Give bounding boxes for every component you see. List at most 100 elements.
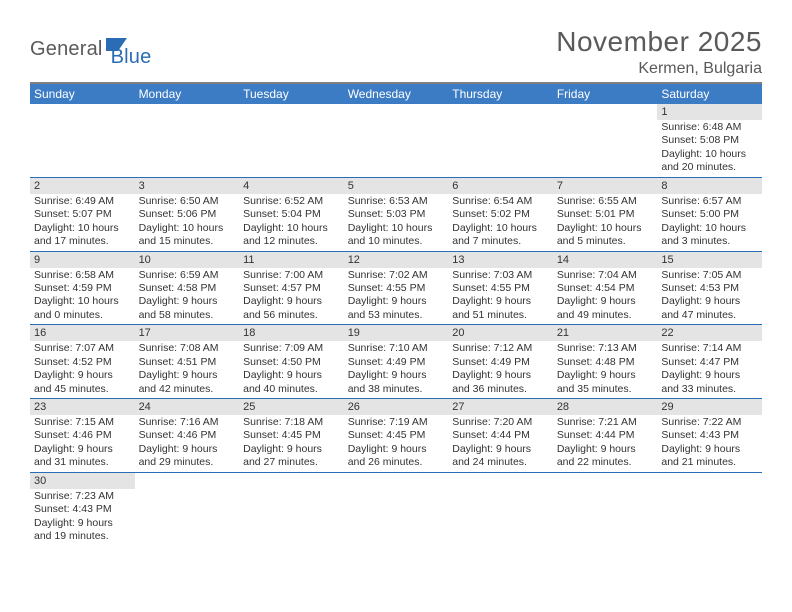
page-title: November 2025	[556, 26, 762, 58]
cell-line: and 58 minutes.	[139, 309, 236, 322]
cell-line: Sunrise: 6:58 AM	[34, 269, 131, 282]
cell-line: and 27 minutes.	[243, 456, 340, 469]
cell-line: Daylight: 10 hours	[452, 222, 549, 235]
calendar-cell: 9Sunrise: 6:58 AMSunset: 4:59 PMDaylight…	[30, 251, 135, 325]
cell-line: and 38 minutes.	[348, 383, 445, 396]
cell-line: Daylight: 9 hours	[661, 443, 758, 456]
cell-line: Sunrise: 6:48 AM	[661, 121, 758, 134]
cell-line: Sunrise: 7:19 AM	[348, 416, 445, 429]
day-number	[553, 473, 658, 488]
cell-line: Daylight: 9 hours	[661, 369, 758, 382]
day-number: 17	[135, 325, 240, 341]
cell-line: Sunrise: 7:08 AM	[139, 342, 236, 355]
cell-line: Sunset: 4:46 PM	[139, 429, 236, 442]
cell-line: Sunset: 4:54 PM	[557, 282, 654, 295]
cell-line: Daylight: 9 hours	[452, 443, 549, 456]
cell-line: Daylight: 10 hours	[243, 222, 340, 235]
cell-body: Sunrise: 7:03 AMSunset: 4:55 PMDaylight:…	[448, 268, 553, 325]
cell-body: Sunrise: 6:49 AMSunset: 5:07 PMDaylight:…	[30, 194, 135, 251]
calendar-cell: 16Sunrise: 7:07 AMSunset: 4:52 PMDayligh…	[30, 325, 135, 399]
day-number: 27	[448, 399, 553, 415]
cell-body	[239, 119, 344, 173]
calendar-cell	[448, 472, 553, 545]
calendar-cell: 4Sunrise: 6:52 AMSunset: 5:04 PMDaylight…	[239, 177, 344, 251]
cell-line: and 5 minutes.	[557, 235, 654, 248]
cell-line: and 53 minutes.	[348, 309, 445, 322]
cell-body	[448, 488, 553, 542]
calendar-row: 16Sunrise: 7:07 AMSunset: 4:52 PMDayligh…	[30, 325, 762, 399]
cell-line: and 7 minutes.	[452, 235, 549, 248]
cell-line: Sunset: 4:49 PM	[348, 356, 445, 369]
calendar-cell: 17Sunrise: 7:08 AMSunset: 4:51 PMDayligh…	[135, 325, 240, 399]
calendar-cell: 8Sunrise: 6:57 AMSunset: 5:00 PMDaylight…	[657, 177, 762, 251]
calendar-cell: 3Sunrise: 6:50 AMSunset: 5:06 PMDaylight…	[135, 177, 240, 251]
calendar-cell: 11Sunrise: 7:00 AMSunset: 4:57 PMDayligh…	[239, 251, 344, 325]
cell-line: and 51 minutes.	[452, 309, 549, 322]
day-number: 28	[553, 399, 658, 415]
calendar-cell	[448, 104, 553, 177]
calendar-cell: 27Sunrise: 7:20 AMSunset: 4:44 PMDayligh…	[448, 399, 553, 473]
header: General Blue November 2025 Kermen, Bulga…	[30, 26, 762, 78]
cell-body: Sunrise: 7:12 AMSunset: 4:49 PMDaylight:…	[448, 341, 553, 398]
cell-body: Sunrise: 7:05 AMSunset: 4:53 PMDaylight:…	[657, 268, 762, 325]
day-number	[239, 473, 344, 488]
day-number: 25	[239, 399, 344, 415]
calendar-cell: 20Sunrise: 7:12 AMSunset: 4:49 PMDayligh…	[448, 325, 553, 399]
cell-line: Sunrise: 6:53 AM	[348, 195, 445, 208]
cell-line: Daylight: 10 hours	[34, 295, 131, 308]
cell-line: Sunrise: 7:02 AM	[348, 269, 445, 282]
cell-line: Daylight: 9 hours	[348, 295, 445, 308]
cell-line: Daylight: 9 hours	[452, 369, 549, 382]
cell-line: Sunset: 4:50 PM	[243, 356, 340, 369]
cell-line: Sunset: 5:02 PM	[452, 208, 549, 221]
cell-body	[30, 119, 135, 173]
day-number: 16	[30, 325, 135, 341]
cell-line: and 3 minutes.	[661, 235, 758, 248]
calendar-cell: 15Sunrise: 7:05 AMSunset: 4:53 PMDayligh…	[657, 251, 762, 325]
calendar-cell	[30, 104, 135, 177]
weekday-row: Sunday Monday Tuesday Wednesday Thursday…	[30, 84, 762, 104]
cell-body: Sunrise: 7:04 AMSunset: 4:54 PMDaylight:…	[553, 268, 658, 325]
day-number: 5	[344, 178, 449, 194]
cell-line: Sunset: 4:55 PM	[452, 282, 549, 295]
cell-line: Sunset: 5:04 PM	[243, 208, 340, 221]
logo-text-blue: Blue	[111, 46, 152, 69]
cell-line: Sunrise: 7:21 AM	[557, 416, 654, 429]
day-number: 8	[657, 178, 762, 194]
cell-line: Daylight: 10 hours	[661, 222, 758, 235]
calendar-cell	[239, 104, 344, 177]
cell-line: Sunset: 5:01 PM	[557, 208, 654, 221]
cell-line: Daylight: 9 hours	[557, 295, 654, 308]
cell-line: Sunset: 5:00 PM	[661, 208, 758, 221]
cell-line: Sunrise: 7:15 AM	[34, 416, 131, 429]
cell-line: Sunrise: 7:14 AM	[661, 342, 758, 355]
calendar-cell: 13Sunrise: 7:03 AMSunset: 4:55 PMDayligh…	[448, 251, 553, 325]
day-number	[344, 104, 449, 119]
cell-body	[553, 119, 658, 173]
day-number: 18	[239, 325, 344, 341]
cell-line: Sunset: 4:57 PM	[243, 282, 340, 295]
cell-line: Sunrise: 7:03 AM	[452, 269, 549, 282]
calendar-cell: 22Sunrise: 7:14 AMSunset: 4:47 PMDayligh…	[657, 325, 762, 399]
weekday-header: Monday	[135, 84, 240, 104]
calendar-cell	[553, 472, 658, 545]
cell-line: Sunset: 4:52 PM	[34, 356, 131, 369]
cell-line: Sunset: 4:59 PM	[34, 282, 131, 295]
day-number: 30	[30, 473, 135, 489]
calendar-cell: 29Sunrise: 7:22 AMSunset: 4:43 PMDayligh…	[657, 399, 762, 473]
cell-line: and 20 minutes.	[661, 161, 758, 174]
cell-body: Sunrise: 6:58 AMSunset: 4:59 PMDaylight:…	[30, 268, 135, 325]
cell-line: Daylight: 9 hours	[139, 295, 236, 308]
cell-line: Sunrise: 6:59 AM	[139, 269, 236, 282]
cell-body: Sunrise: 7:14 AMSunset: 4:47 PMDaylight:…	[657, 341, 762, 398]
cell-body: Sunrise: 7:16 AMSunset: 4:46 PMDaylight:…	[135, 415, 240, 472]
cell-line: Daylight: 9 hours	[243, 295, 340, 308]
cell-line: and 42 minutes.	[139, 383, 236, 396]
cell-line: and 26 minutes.	[348, 456, 445, 469]
day-number	[448, 104, 553, 119]
cell-line: Sunset: 4:45 PM	[348, 429, 445, 442]
calendar-row: 2Sunrise: 6:49 AMSunset: 5:07 PMDaylight…	[30, 177, 762, 251]
cell-line: Daylight: 10 hours	[348, 222, 445, 235]
calendar-cell: 7Sunrise: 6:55 AMSunset: 5:01 PMDaylight…	[553, 177, 658, 251]
day-number: 23	[30, 399, 135, 415]
